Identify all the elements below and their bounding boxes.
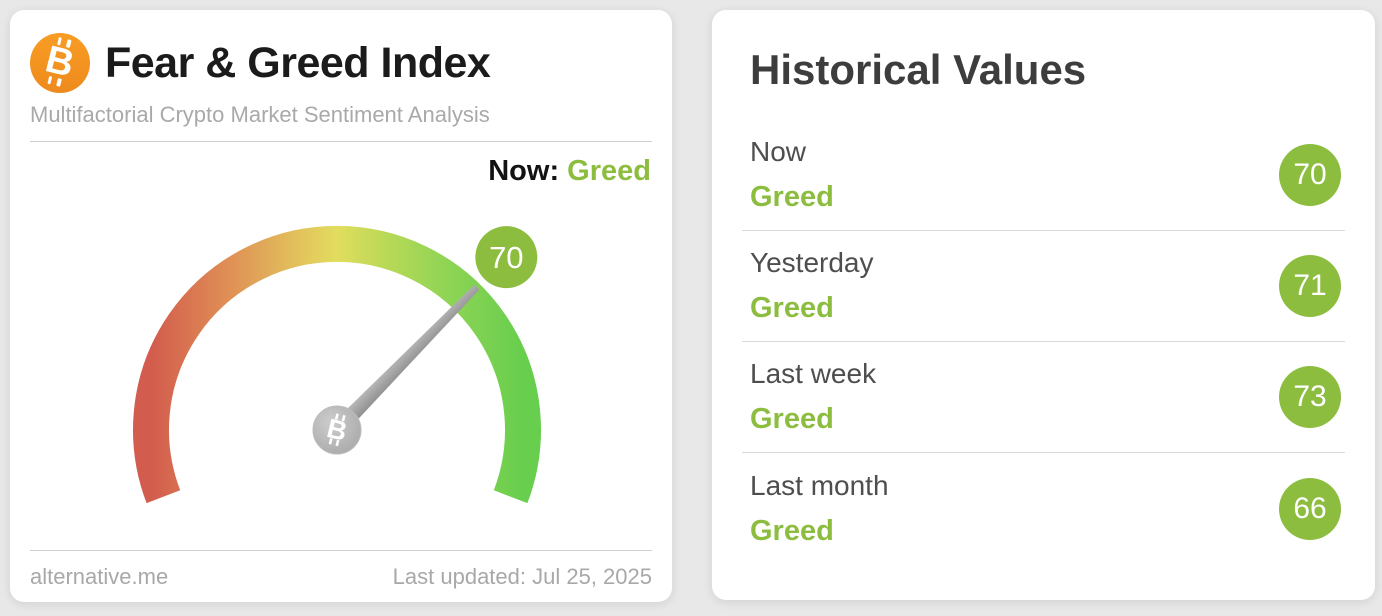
- gauge-badge-circle: [475, 226, 538, 289]
- value-badge: 71: [1279, 255, 1341, 317]
- gauge-needle: [331, 284, 480, 436]
- history-row-now: Now Greed 70: [742, 120, 1345, 231]
- history-row-yesterday: Yesterday Greed 71: [742, 231, 1345, 342]
- history-label: Last week: [750, 358, 877, 389]
- history-row-last-week: Last week Greed 73: [742, 342, 1345, 453]
- history-classification: Greed: [750, 292, 834, 324]
- history-row-last-month: Last month Greed 66: [742, 453, 1345, 564]
- now-status: Now: Greed: [10, 155, 651, 188]
- history-label: Last month: [750, 469, 889, 501]
- historical-values-title: Historical Values: [750, 46, 1087, 93]
- source-link[interactable]: alternative.me: [30, 564, 169, 589]
- gauge-badge-value: 70: [489, 240, 523, 275]
- gauge-hub: B: [312, 405, 362, 455]
- card-footer: alternative.me Last updated: Jul 25, 202…: [30, 550, 652, 590]
- history-label: Yesterday: [750, 247, 874, 278]
- value-badge: 73: [1279, 366, 1341, 428]
- bitcoin-icon: B: [30, 33, 90, 93]
- header-divider: [30, 141, 652, 142]
- card-header: B Fear & Greed Index: [10, 10, 672, 93]
- last-updated: Last updated: Jul 25, 2025: [392, 564, 652, 589]
- history-classification: Greed: [750, 514, 834, 547]
- subtitle: Multifactorial Crypto Market Sentiment A…: [30, 102, 490, 127]
- value-badge: 70: [1279, 144, 1341, 206]
- value-badge: 66: [1279, 477, 1341, 540]
- history-list: Now Greed 70 Yesterday Greed 71 Last wee…: [742, 120, 1345, 564]
- historical-values-card: Historical Values Now Greed 70 Yesterday…: [712, 10, 1375, 600]
- gauge-value-badge: 70: [475, 226, 538, 289]
- history-label: Now: [750, 136, 807, 167]
- fear-greed-gauge: B 70: [133, 225, 541, 504]
- page-title: Fear & Greed Index: [105, 38, 491, 87]
- gauge-arc: [133, 225, 541, 504]
- now-classification: Greed: [567, 155, 651, 187]
- history-classification: Greed: [750, 403, 834, 435]
- fear-greed-card: B Fear & Greed Index Multifactorial Cryp…: [10, 10, 672, 602]
- history-classification: Greed: [750, 181, 834, 213]
- now-label: Now:: [488, 155, 560, 187]
